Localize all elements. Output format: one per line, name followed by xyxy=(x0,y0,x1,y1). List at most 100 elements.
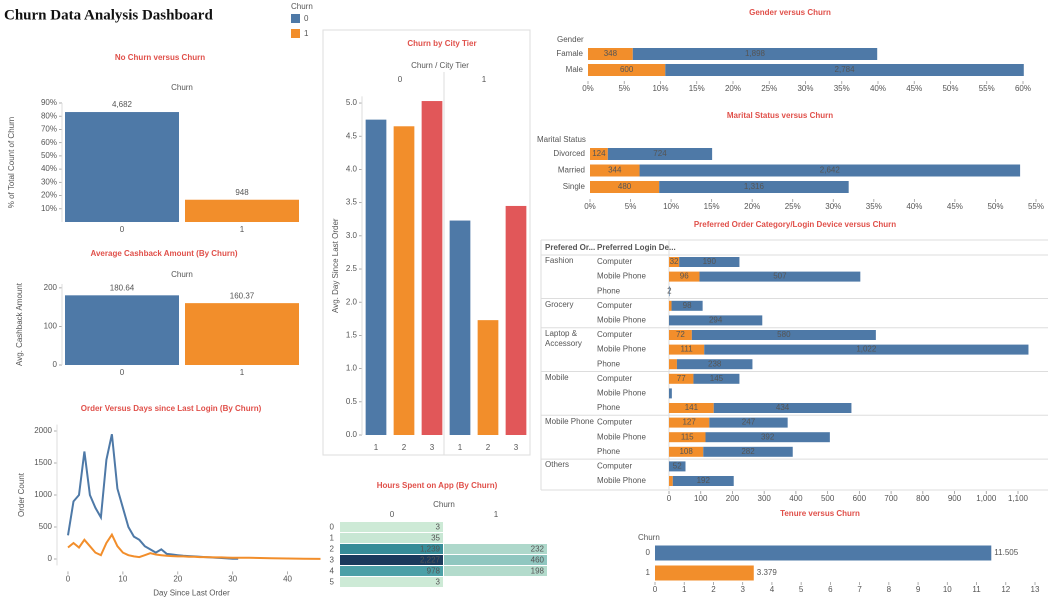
y-tick-label: 3.5 xyxy=(346,198,358,207)
bar xyxy=(393,126,415,435)
data-label: 238 xyxy=(708,359,722,368)
x-tick-label: 3 xyxy=(430,443,435,452)
bar xyxy=(185,303,299,365)
bar-segment xyxy=(669,417,710,428)
y-tick-label: 90% xyxy=(41,98,57,107)
data-label: 282 xyxy=(741,447,755,456)
x-tick-label: 40% xyxy=(870,84,886,93)
group-label: Mobile Phone xyxy=(545,416,594,426)
x-tick-label: 0 xyxy=(120,368,125,377)
y-tick-label: 40% xyxy=(41,164,57,173)
bar xyxy=(185,199,299,222)
heat-cell xyxy=(340,533,443,543)
x-tick-label: 25% xyxy=(761,84,777,93)
data-label: 948 xyxy=(235,188,249,197)
heat-cell xyxy=(340,566,443,576)
cell-label: 3 xyxy=(436,578,441,587)
data-label: 1,022 xyxy=(856,345,877,354)
data-label: 348 xyxy=(604,49,618,58)
row-label: 1 xyxy=(646,568,651,577)
x-tick-label: 20% xyxy=(725,84,741,93)
chart-title: Hours Spent on App (By Churn) xyxy=(377,481,498,490)
x-tick-label: 400 xyxy=(789,494,803,503)
cell-label: 232 xyxy=(531,545,545,554)
cell-label: 978 xyxy=(427,567,441,576)
x-tick-label: 200 xyxy=(726,494,740,503)
x-axis-label: Day Since Last Order xyxy=(153,589,230,598)
bar-segment xyxy=(671,300,703,311)
group-label: 1 xyxy=(482,75,487,84)
bar xyxy=(65,112,179,222)
line-series xyxy=(67,532,321,560)
data-label: 2,784 xyxy=(835,65,856,74)
x-tick-label: 10 xyxy=(943,585,952,594)
y-tick-label: 60% xyxy=(41,138,57,147)
x-tick-label: 12 xyxy=(1001,585,1010,594)
row-label: 4 xyxy=(330,567,335,576)
x-tick-label: 2 xyxy=(486,443,491,452)
data-label: 52 xyxy=(673,462,682,471)
legend-label: 0 xyxy=(304,14,309,23)
x-tick-label: 100 xyxy=(694,494,708,503)
data-label: 96 xyxy=(680,272,689,281)
x-tick-label: 5% xyxy=(618,84,630,93)
cell-label: 1,239 xyxy=(420,545,441,554)
bar-segment xyxy=(691,330,876,340)
data-label: 145 xyxy=(710,374,724,383)
x-tick-label: 35% xyxy=(834,84,850,93)
bar-segment xyxy=(693,373,740,384)
x-tick-label: 10% xyxy=(663,202,679,211)
chart-title: Preferred Order Category/Login Device ve… xyxy=(694,220,896,229)
x-tick-label: 15% xyxy=(704,202,720,211)
y-tick-label: 0 xyxy=(48,554,53,563)
header: Churn / City Tier xyxy=(411,61,469,70)
bar-segment xyxy=(590,164,640,177)
bar-segment xyxy=(679,257,740,267)
bar-segment xyxy=(669,257,680,267)
cell-label: 460 xyxy=(531,556,545,565)
heat-cell xyxy=(340,544,443,554)
legend-title: Churn xyxy=(291,2,313,11)
x-tick-label: 40% xyxy=(906,202,922,211)
bar-segment xyxy=(676,359,753,370)
data-label: 77 xyxy=(677,374,686,383)
y-tick-label: 2.0 xyxy=(346,297,358,306)
x-tick-label: 15% xyxy=(689,84,705,93)
bar xyxy=(477,320,499,435)
heat-cell xyxy=(340,522,443,532)
bar xyxy=(449,220,471,435)
data-label: 2,642 xyxy=(820,166,841,175)
row-label: Single xyxy=(563,182,586,191)
data-label: 247 xyxy=(742,418,756,427)
data-label: 600 xyxy=(620,65,634,74)
y-tick-label: 200 xyxy=(44,283,58,292)
data-label: 190 xyxy=(703,257,717,266)
y-axis-label: Order Count xyxy=(17,472,26,517)
x-tick-label: 2 xyxy=(711,585,716,594)
x-tick-label: 20 xyxy=(173,575,182,584)
x-tick-label: 700 xyxy=(884,494,898,503)
y-tick-label: 1500 xyxy=(34,458,52,467)
data-label: 4,682 xyxy=(112,100,133,109)
data-label: 141 xyxy=(685,403,699,412)
y-tick-label: 3.0 xyxy=(346,231,358,240)
x-tick-label: 1,000 xyxy=(976,494,997,503)
x-tick-label: 30% xyxy=(797,84,813,93)
group-label: Mobile xyxy=(545,372,569,382)
x-tick-label: 40 xyxy=(283,575,292,584)
x-tick-label: 3 xyxy=(514,443,519,452)
group-label-box: Grocery xyxy=(545,300,573,309)
x-tick-label: 13 xyxy=(1031,585,1040,594)
bar-segment xyxy=(709,417,788,428)
chart-title: Marital Status versus Churn xyxy=(727,111,833,120)
header: Preferred Login De... xyxy=(597,243,676,252)
x-tick-label: 0 xyxy=(667,494,672,503)
x-tick-label: 55% xyxy=(1028,202,1044,211)
group-label: 0 xyxy=(398,75,403,84)
x-tick-label: 45% xyxy=(947,202,963,211)
cell-label: 3 xyxy=(436,523,441,532)
chart-title: Tenure versus Churn xyxy=(780,509,860,518)
data-label: 724 xyxy=(653,149,667,158)
y-tick-label: 1.0 xyxy=(346,364,358,373)
bar-segment xyxy=(704,344,1029,355)
